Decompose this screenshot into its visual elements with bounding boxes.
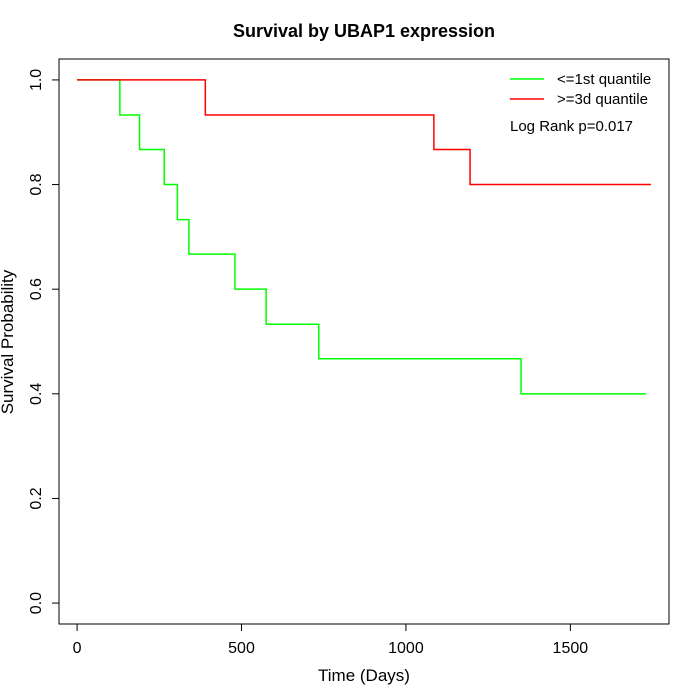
- y-axis-label: Survival Probability: [0, 269, 17, 414]
- y-tick-label: 0.8: [28, 173, 45, 195]
- y-axis: 0.0 0.2 0.4 0.6 0.8 1.0: [28, 69, 60, 614]
- x-tick-label: 1000: [388, 640, 424, 657]
- y-tick-label: 0.2: [28, 487, 45, 509]
- log-rank-annotation: Log Rank p=0.017: [510, 118, 633, 135]
- survival-curve-low-quantile: [77, 79, 646, 395]
- y-tick-label: 0.0: [28, 592, 45, 614]
- survival-curve-high-quantile: [77, 79, 651, 186]
- y-tick-label: 0.4: [28, 383, 45, 405]
- x-axis-label: Time (Days): [318, 666, 410, 685]
- legend: <=1st quantile >=3d quantile Log Rank p=…: [510, 71, 651, 135]
- x-axis: 0 500 1000 1500: [73, 623, 589, 657]
- series-layer: [77, 79, 651, 395]
- plot-frame: [58, 58, 670, 625]
- x-tick-label: 500: [228, 640, 255, 657]
- y-tick-label: 1.0: [28, 69, 45, 91]
- x-tick-label: 0: [73, 640, 82, 657]
- legend-label-low-quantile: <=1st quantile: [557, 71, 651, 88]
- chart-title: Survival by UBAP1 expression: [233, 21, 495, 41]
- x-tick-label: 1500: [553, 640, 589, 657]
- y-tick-label: 0.6: [28, 278, 45, 300]
- legend-label-high-quantile: >=3d quantile: [557, 91, 648, 108]
